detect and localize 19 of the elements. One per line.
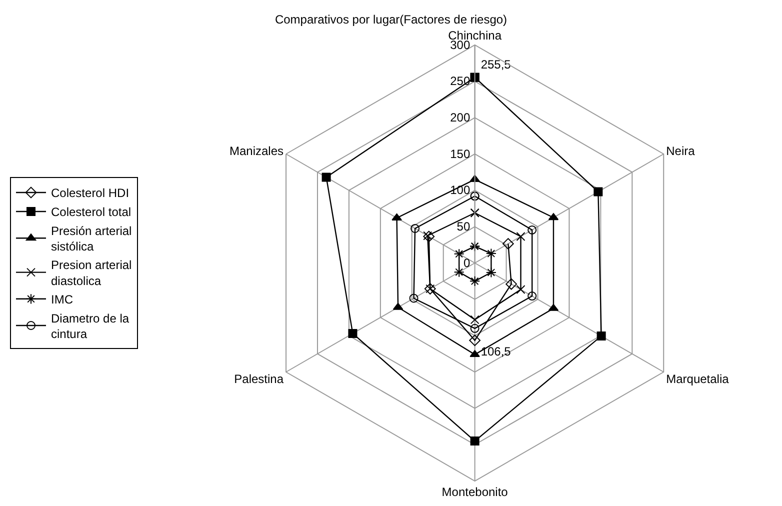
data-label: 106,5 xyxy=(480,344,512,358)
y-tick-label: 50 xyxy=(456,220,470,234)
legend-label: Colesterol total xyxy=(51,205,132,220)
legend-label: Colesterol HDI xyxy=(51,186,130,200)
legend-label: IMC xyxy=(51,292,74,307)
spoke-label: Marquetalia xyxy=(666,372,730,386)
y-tick-label: 200 xyxy=(450,110,470,125)
spoke-label: Manizales xyxy=(229,144,284,158)
chart-title: Comparativos por lugar(Factores de riesgo) xyxy=(274,12,508,27)
spoke-label: Montebonito xyxy=(442,484,508,499)
legend-label: Diametro de la cintura xyxy=(51,311,130,341)
legend-label: Presion arterial diastolica xyxy=(51,258,132,288)
spoke-label: Palestina xyxy=(234,372,284,386)
y-tick-label: 150 xyxy=(450,146,470,161)
y-tick-label: 250 xyxy=(450,74,470,88)
spoke-label: Neira xyxy=(666,144,696,158)
y-tick-label: 0 xyxy=(463,256,470,270)
legend-label: Presión arterial sistólica xyxy=(51,224,132,254)
data-label: 255,5 xyxy=(480,57,512,72)
